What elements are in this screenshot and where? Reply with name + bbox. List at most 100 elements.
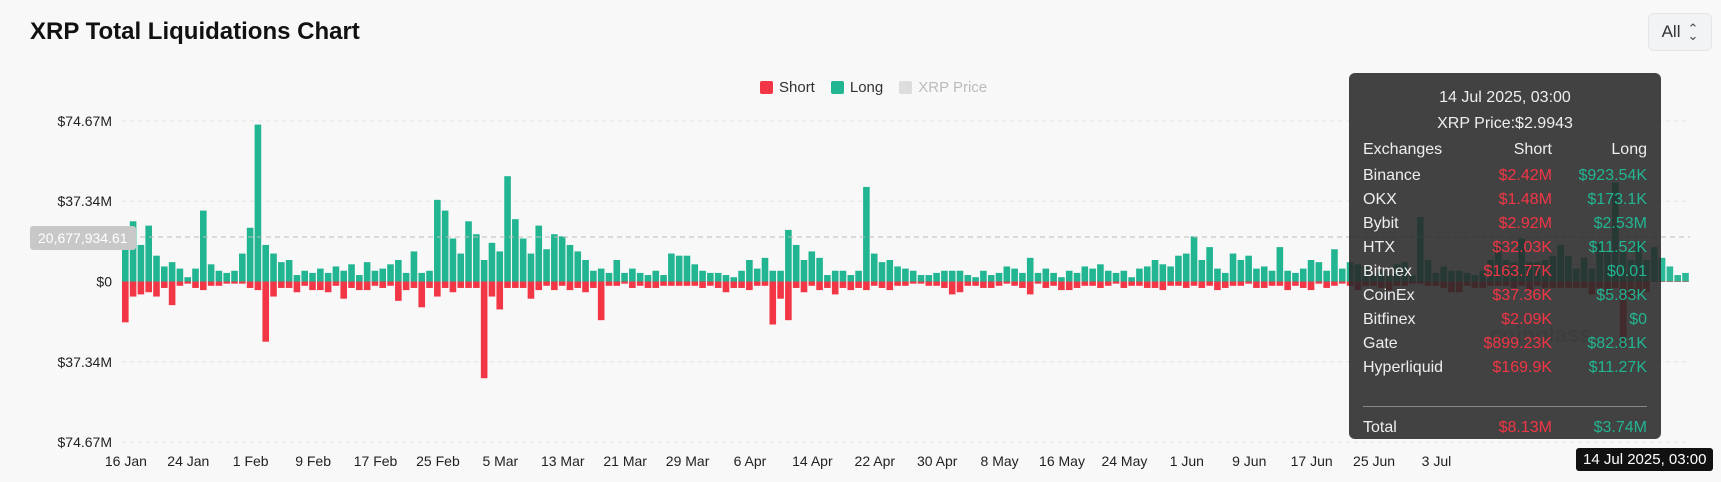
bar-long[interactable] (668, 253, 675, 282)
bar-long[interactable] (1666, 266, 1674, 282)
bar-short[interactable] (1190, 281, 1198, 286)
bar-long[interactable] (582, 260, 589, 282)
bar-short[interactable] (1050, 281, 1057, 286)
bar-short[interactable] (1658, 281, 1666, 283)
bar-short[interactable] (434, 281, 441, 297)
bar-short[interactable] (675, 281, 683, 286)
bar-short[interactable] (207, 281, 215, 286)
bar-short[interactable] (987, 281, 995, 288)
bar-long[interactable] (652, 270, 660, 282)
bar-short[interactable] (894, 281, 901, 286)
bar-long[interactable] (1073, 272, 1081, 282)
bar-short[interactable] (1331, 281, 1338, 286)
bar-long[interactable] (129, 221, 137, 282)
bar-short[interactable] (753, 281, 761, 286)
bar-short[interactable] (948, 281, 956, 295)
bar-short[interactable] (1292, 281, 1299, 286)
bar-long[interactable] (441, 210, 449, 282)
bar-short[interactable] (519, 281, 527, 288)
bar-long[interactable] (192, 268, 199, 282)
bar-short[interactable] (597, 281, 605, 321)
bar-long[interactable] (262, 244, 270, 282)
bar-long[interactable] (753, 268, 761, 282)
legend-item-xrp-price[interactable]: XRP Price (899, 79, 987, 96)
bar-short[interactable] (1112, 281, 1120, 284)
bar-short[interactable] (964, 281, 972, 286)
legend-item-long[interactable]: Long (830, 79, 883, 96)
bar-short[interactable] (1011, 281, 1018, 286)
bar-long[interactable] (699, 270, 706, 282)
bar-short[interactable] (941, 281, 948, 288)
bar-long[interactable] (402, 272, 410, 282)
bar-short[interactable] (1299, 281, 1307, 288)
bar-long[interactable] (785, 229, 792, 282)
bar-long[interactable] (1104, 270, 1112, 282)
bar-long[interactable] (1307, 260, 1315, 282)
bar-short[interactable] (317, 281, 324, 291)
bar-long[interactable] (894, 266, 901, 282)
bar-short[interactable] (925, 281, 933, 286)
bar-long[interactable] (925, 275, 933, 282)
bar-long[interactable] (1682, 272, 1689, 282)
bar-long[interactable] (551, 234, 558, 282)
bar-short[interactable] (1003, 281, 1011, 284)
bar-short[interactable] (1136, 281, 1143, 286)
bar-long[interactable] (1284, 270, 1291, 282)
bar-long[interactable] (254, 124, 262, 282)
bar-short[interactable] (1674, 281, 1681, 283)
bar-long[interactable] (1206, 247, 1213, 282)
bar-short[interactable] (395, 281, 402, 301)
bar-short[interactable] (683, 281, 691, 286)
bar-long[interactable] (691, 264, 699, 282)
bar-short[interactable] (644, 281, 652, 288)
bar-long[interactable] (1019, 272, 1026, 282)
bar-long[interactable] (434, 199, 441, 282)
bar-short[interactable] (1284, 281, 1291, 291)
bar-short[interactable] (1128, 281, 1135, 286)
bar-short[interactable] (153, 281, 160, 297)
bar-short[interactable] (902, 281, 909, 286)
bar-short[interactable] (145, 281, 153, 293)
bar-long[interactable] (512, 219, 519, 282)
bar-short[interactable] (543, 281, 550, 286)
bar-long[interactable] (1190, 236, 1198, 282)
bar-long[interactable] (714, 272, 722, 282)
bar-long[interactable] (496, 251, 504, 282)
bar-long[interactable] (792, 244, 800, 282)
bar-short[interactable] (551, 281, 558, 291)
bar-long[interactable] (1112, 272, 1120, 282)
bar-long[interactable] (1081, 266, 1089, 282)
bar-short[interactable] (1182, 281, 1190, 288)
bar-short[interactable] (590, 281, 597, 288)
bar-long[interactable] (597, 268, 605, 282)
bar-long[interactable] (839, 270, 847, 282)
bar-long[interactable] (605, 272, 613, 282)
bar-short[interactable] (870, 281, 878, 286)
bar-long[interactable] (1065, 270, 1073, 282)
bar-short[interactable] (309, 281, 316, 291)
bar-short[interactable] (917, 281, 925, 284)
bar-short[interactable] (1307, 281, 1315, 291)
bar-long[interactable] (1338, 268, 1346, 282)
bar-short[interactable] (356, 281, 363, 291)
bar-short[interactable] (785, 281, 792, 321)
bar-long[interactable] (1315, 262, 1323, 282)
bar-short[interactable] (293, 281, 301, 293)
bar-long[interactable] (527, 253, 535, 282)
bar-long[interactable] (863, 186, 870, 282)
bar-long[interactable] (870, 253, 878, 282)
bar-long[interactable] (972, 277, 979, 282)
bar-long[interactable] (1323, 270, 1330, 282)
bar-short[interactable] (449, 281, 457, 293)
bar-long[interactable] (675, 255, 683, 282)
bar-short[interactable] (933, 281, 940, 286)
bar-long[interactable] (371, 270, 379, 282)
bar-short[interactable] (1276, 281, 1284, 286)
bar-long[interactable] (1089, 268, 1096, 282)
bar-short[interactable] (738, 281, 745, 288)
bar-long[interactable] (379, 268, 387, 282)
bar-long[interactable] (1026, 257, 1034, 282)
bar-short[interactable] (457, 281, 465, 288)
bar-long[interactable] (1674, 275, 1681, 282)
bar-short[interactable] (363, 281, 371, 291)
